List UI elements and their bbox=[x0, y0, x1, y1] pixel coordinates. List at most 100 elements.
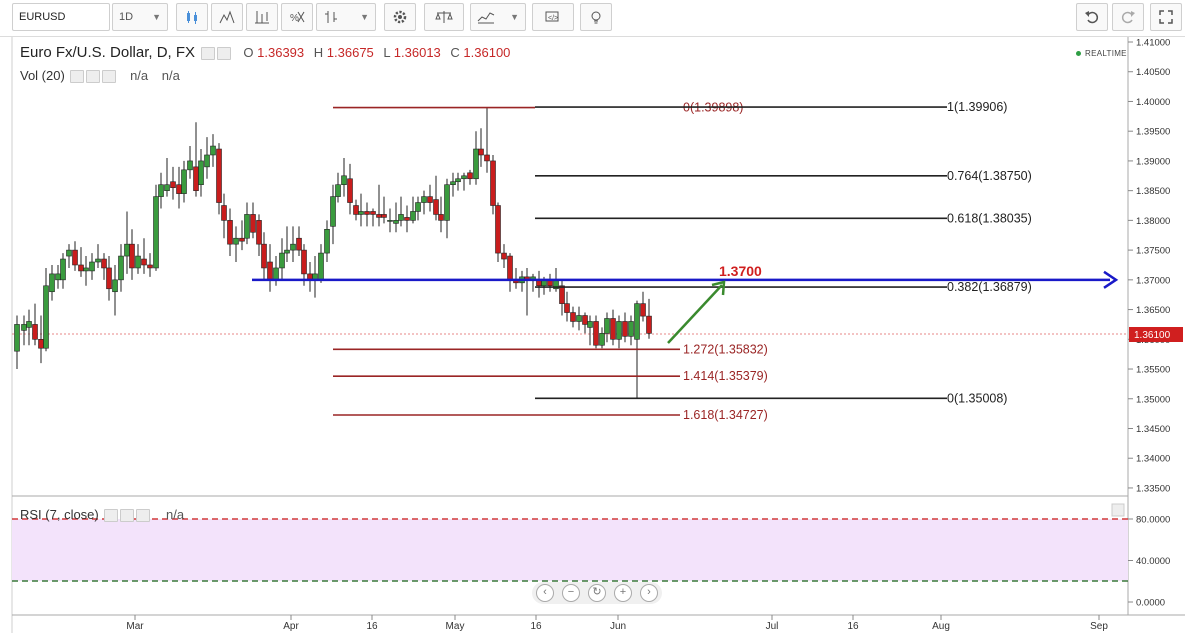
last-price-tag bbox=[1129, 327, 1183, 342]
symbol-search-input[interactable]: EURUSD bbox=[12, 3, 110, 31]
candle-body bbox=[106, 267, 112, 290]
candle-body bbox=[450, 181, 456, 186]
candle bbox=[135, 244, 141, 274]
svg-text:%: % bbox=[290, 13, 299, 24]
fullscreen-icon[interactable] bbox=[1150, 3, 1182, 31]
candle bbox=[221, 193, 227, 239]
candle bbox=[60, 253, 66, 289]
zoom-in-icon[interactable]: + bbox=[614, 584, 632, 602]
zoom-out-icon[interactable]: − bbox=[562, 584, 580, 602]
candle bbox=[559, 279, 565, 316]
candle-body bbox=[244, 214, 250, 239]
candle bbox=[507, 253, 513, 292]
price-tick-label: 1.37500 bbox=[1136, 246, 1170, 257]
rsi-tick-label: 40.0000 bbox=[1136, 556, 1170, 567]
candle bbox=[404, 205, 410, 233]
candle bbox=[610, 309, 616, 346]
bar-style-select[interactable]: ▼ bbox=[316, 3, 376, 31]
eye-icon[interactable] bbox=[104, 509, 119, 523]
scroll-left-icon[interactable]: ‹ bbox=[536, 584, 554, 602]
undo-icon[interactable] bbox=[1076, 3, 1108, 31]
symbol-title: Euro Fx/U.S. Dollar, D, FX bbox=[20, 44, 196, 61]
candle-body bbox=[381, 214, 387, 218]
candle-body bbox=[559, 285, 565, 304]
rsi-band bbox=[12, 519, 1128, 581]
reset-icon[interactable]: ↻ bbox=[588, 584, 606, 602]
candle-body bbox=[376, 214, 382, 218]
candle bbox=[530, 273, 536, 292]
candle-body bbox=[576, 315, 582, 322]
gear-icon[interactable] bbox=[86, 70, 101, 84]
candle bbox=[239, 220, 245, 251]
volume-label: Vol (20) bbox=[20, 68, 65, 83]
gear-icon[interactable] bbox=[217, 46, 232, 60]
idea-icon[interactable] bbox=[580, 3, 612, 31]
price-tick-label: 1.36500 bbox=[1136, 305, 1170, 316]
candle-body bbox=[634, 303, 640, 340]
price-tick-label: 1.34000 bbox=[1136, 454, 1170, 465]
candle bbox=[170, 166, 176, 200]
candle bbox=[484, 107, 490, 173]
candle bbox=[381, 196, 387, 224]
candle bbox=[410, 196, 416, 224]
candle bbox=[444, 178, 450, 239]
gear-icon[interactable] bbox=[120, 509, 135, 523]
candle bbox=[153, 184, 159, 271]
alert-icon[interactable]: </> bbox=[532, 3, 574, 31]
candles-icon[interactable] bbox=[176, 3, 208, 31]
interval-select[interactable]: 1D ▼ bbox=[112, 3, 168, 31]
close-icon[interactable] bbox=[102, 70, 117, 84]
projection-arrow[interactable] bbox=[667, 284, 723, 344]
candle bbox=[290, 226, 296, 263]
eye-icon[interactable] bbox=[201, 46, 216, 60]
candle-body bbox=[610, 318, 616, 340]
eye-icon[interactable] bbox=[70, 70, 85, 84]
candle bbox=[501, 244, 507, 268]
candle-body bbox=[153, 196, 159, 269]
candle bbox=[273, 256, 279, 286]
realtime-badge: REALTIME bbox=[1076, 49, 1127, 58]
candle-body bbox=[170, 181, 176, 188]
candle-body bbox=[646, 315, 652, 334]
candle-body bbox=[32, 324, 38, 340]
candle-body bbox=[296, 237, 302, 251]
redo-icon[interactable] bbox=[1112, 3, 1144, 31]
templates-icon[interactable]: % bbox=[281, 3, 313, 31]
candle-body bbox=[26, 321, 32, 328]
studies-select[interactable]: ▼ bbox=[470, 3, 526, 31]
candle bbox=[519, 270, 525, 292]
chevron-down-icon: ▼ bbox=[510, 12, 519, 22]
rsi-settings-icon[interactable] bbox=[1111, 503, 1125, 517]
candle-body bbox=[187, 160, 193, 171]
candle bbox=[181, 160, 187, 203]
candle bbox=[415, 196, 421, 221]
candle bbox=[158, 172, 164, 209]
candle bbox=[358, 193, 364, 227]
candle-body bbox=[640, 303, 646, 317]
resistance-arrow-icon bbox=[1103, 270, 1119, 289]
candle-body bbox=[507, 255, 513, 281]
price-tick-label: 1.39500 bbox=[1136, 127, 1170, 138]
open-value: 1.36393 bbox=[257, 45, 305, 60]
settings-icon[interactable] bbox=[384, 3, 416, 31]
scale-icon[interactable] bbox=[424, 3, 464, 31]
indicators-icon[interactable] bbox=[211, 3, 243, 31]
scroll-right-icon[interactable]: › bbox=[640, 584, 658, 602]
time-tick-label: Sep bbox=[1090, 621, 1108, 632]
time-tick-label: 16 bbox=[530, 621, 542, 632]
close-icon[interactable] bbox=[136, 509, 151, 523]
candle bbox=[198, 149, 204, 197]
candle-body bbox=[216, 148, 222, 203]
candle-body bbox=[78, 264, 84, 272]
candle bbox=[593, 315, 599, 349]
candle-body bbox=[599, 333, 605, 346]
candle-body bbox=[427, 196, 433, 203]
compare-icon[interactable] bbox=[246, 3, 278, 31]
candle bbox=[473, 131, 479, 185]
candle bbox=[427, 184, 433, 212]
fib-level-label: 0(1.35008) bbox=[947, 391, 1007, 405]
interval-text: 1D bbox=[119, 11, 134, 23]
candle bbox=[66, 244, 72, 268]
candle bbox=[250, 202, 256, 239]
